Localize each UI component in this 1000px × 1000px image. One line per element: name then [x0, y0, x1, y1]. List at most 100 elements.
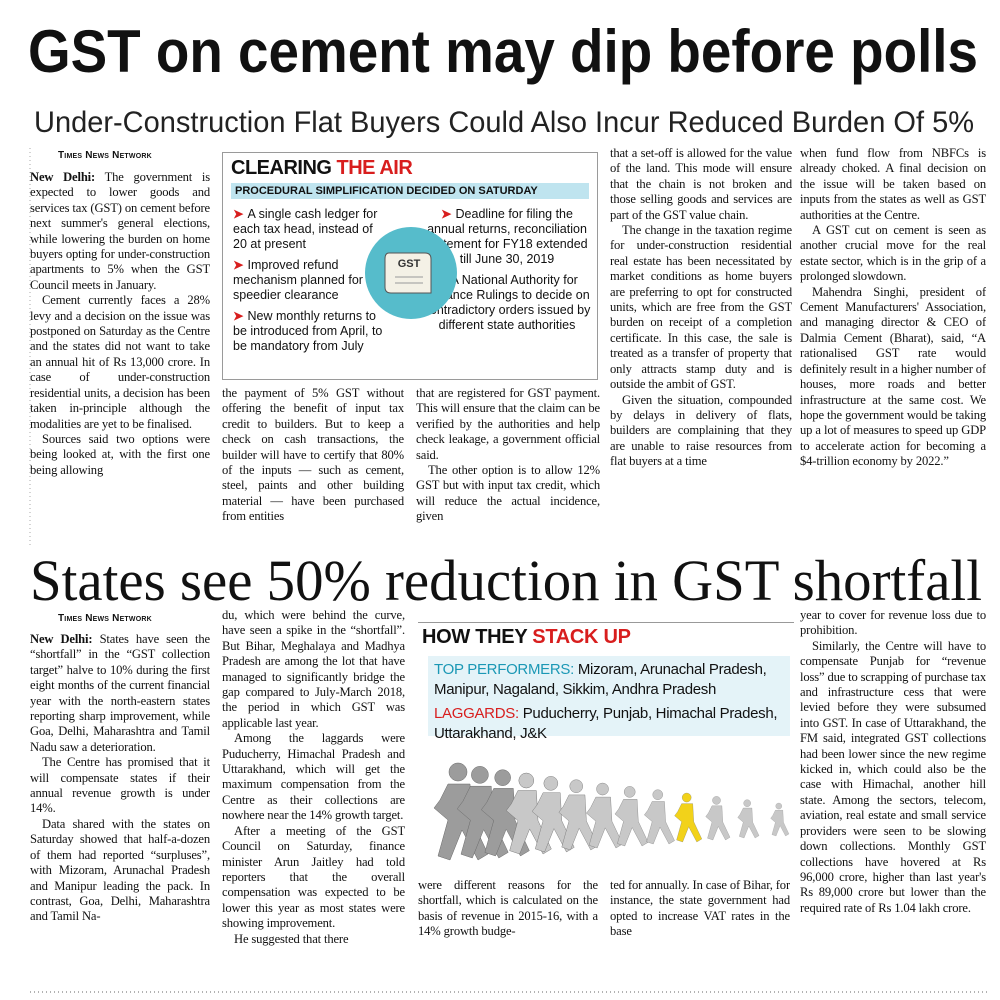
item-text: Improved refund mechanism planned for sp…	[233, 258, 363, 302]
sidebar: HOW THEY STACK UP TOP PERFORMERS: Mizora…	[418, 610, 794, 872]
runner	[674, 792, 703, 843]
runner-head	[494, 769, 511, 786]
text-column: year to cover for revenue loss due to pr…	[800, 608, 986, 978]
paragraph-text: that a set-off is allowed for the value …	[610, 146, 792, 222]
subheadline: Under-Construction Flat Buyers Could Als…	[34, 106, 974, 139]
text-column: when fund flow from NBFCs is already cho…	[800, 146, 986, 542]
runner	[737, 799, 760, 839]
label: TOP PERFORMERS:	[434, 661, 574, 678]
paragraph-text: Data shared with the states on Saturday …	[30, 816, 210, 924]
runner	[586, 782, 623, 849]
paragraph-text: when fund flow from NBFCs is already cho…	[800, 146, 986, 222]
illustration	[433, 762, 790, 861]
byline: Times News Network	[58, 613, 152, 624]
paragraph: Sources said two options were being look…	[30, 432, 210, 478]
runner-head	[448, 762, 468, 782]
paragraph: The change in the taxation regime for un…	[610, 223, 792, 392]
text-column: New Delhi: The government is expected to…	[30, 170, 210, 542]
runner	[614, 786, 649, 847]
runner-body	[674, 803, 703, 843]
paragraph: when fund flow from NBFCs is already cho…	[800, 146, 986, 223]
dateline: New Delhi:	[30, 632, 93, 646]
runner-head	[543, 776, 559, 791]
runner-head	[775, 802, 782, 810]
info-panel: TOP PERFORMERS: Mizoram, Arunachal Prade…	[428, 656, 790, 742]
paragraph: Similarly, the Centre will have to compe…	[800, 639, 986, 916]
headline: States see 50% reduction in GST shortfal…	[30, 548, 982, 613]
bullet: ➤	[441, 207, 452, 221]
paragraph-text: that are registered for GST payment. Thi…	[416, 386, 600, 462]
item-text: New monthly returns to be introduced fro…	[233, 309, 383, 353]
runner-head	[682, 792, 692, 803]
paragraph-text: Given the situation, compounded by delay…	[610, 392, 792, 469]
paragraph: A GST cut on cement is seen as another c…	[800, 223, 986, 285]
paragraph: After a meeting of the GST Council on Sa…	[222, 824, 405, 932]
paragraph-text: Similarly, the Centre will have to compe…	[800, 638, 986, 915]
list-item: ➤ New monthly returns to be introduced fr…	[233, 309, 383, 354]
paragraph-text: States have seen the “shortfall” in the …	[30, 632, 210, 754]
runner	[531, 776, 575, 853]
paragraph: The other option is to allow 12% GST but…	[416, 463, 600, 525]
item-text: Deadline for filing the annual returns, …	[426, 207, 588, 266]
runner	[558, 779, 599, 851]
runner-head	[652, 789, 663, 800]
laggards: LAGGARDS: Puducherry, Punjab, Himachal P…	[434, 704, 784, 744]
item-text: A National Authority for Advance Rulings…	[423, 273, 591, 332]
runner-head	[712, 796, 721, 805]
byline: Times News Network	[58, 150, 152, 161]
paragraph: New Delhi: The government is expected to…	[30, 170, 210, 293]
text-column: that are registered for GST payment. Thi…	[416, 386, 600, 542]
paragraph: the payment of 5% GST without offering t…	[222, 386, 404, 525]
paragraph-text: year to cover for revenue loss due to pr…	[800, 608, 986, 638]
runner-body	[558, 794, 599, 851]
paragraph: Mahendra Singhi, president of Cement Man…	[800, 285, 986, 470]
text-column: New Delhi: States have seen the “shortfa…	[30, 632, 210, 978]
paragraph-text: the payment of 5% GST without offering t…	[222, 386, 404, 524]
text-column: ted for annually. In case of Bihar, for …	[610, 878, 790, 978]
headline: GST on cement may dip before polls	[28, 18, 978, 85]
paragraph: Given the situation, compounded by delay…	[610, 393, 792, 470]
text-column: were different reasons for the shortfall…	[418, 878, 598, 978]
text: Puducherry, Punjab, Himachal Pradesh, Ut…	[434, 705, 778, 742]
paragraph: that a set-off is allowed for the value …	[610, 146, 792, 223]
paragraph-text: Cement currently faces a 28% levy and a …	[30, 293, 210, 431]
icon-label: GST	[398, 258, 421, 270]
runner-head	[518, 772, 535, 789]
bullet: ➤	[233, 258, 244, 272]
title-part: THE AIR	[336, 157, 413, 179]
text-column: du, which were behind the curve, have se…	[222, 608, 405, 978]
paragraph: year to cover for revenue loss due to pr…	[800, 608, 986, 639]
title-part: HOW THEY	[422, 626, 528, 648]
text-column: that a set-off is allowed for the value …	[610, 146, 792, 542]
paragraph-text: were different reasons for the shortfall…	[418, 878, 598, 939]
sidebar: CLEARING THE AIR PROCEDURAL SIMPLIFICATI…	[222, 152, 598, 380]
sidebar-subtitle: PROCEDURAL SIMPLIFICATION DECIDED ON SAT…	[231, 183, 589, 199]
paragraph-text: The government is expected to lower good…	[30, 170, 210, 292]
bullet: ➤	[233, 207, 244, 221]
runner-body	[705, 805, 731, 841]
runner-head	[471, 766, 489, 784]
runner-head	[743, 799, 751, 807]
paragraph: that are registered for GST payment. Thi…	[416, 386, 600, 463]
runner	[705, 796, 731, 841]
runner	[644, 789, 675, 845]
paragraph-text: He suggested that there	[234, 931, 349, 946]
runner-body	[531, 792, 575, 853]
title-part: CLEARING	[231, 157, 332, 179]
runner-body	[644, 801, 675, 845]
runner-head	[624, 786, 636, 798]
list-item: ➤ Improved refund mechanism planned for s…	[233, 258, 383, 303]
paragraph: du, which were behind the curve, have se…	[222, 608, 405, 731]
paragraph: New Delhi: States have seen the “shortfa…	[30, 632, 210, 755]
title-part: STACK UP	[532, 626, 631, 648]
item-text: A single cash ledger for each tax head, …	[233, 207, 378, 251]
paragraph-text: The change in the taxation regime for un…	[610, 223, 792, 392]
paragraph-text: Sources said two options were being look…	[30, 431, 210, 477]
paragraph-text: Mahendra Singhi, president of Cement Man…	[800, 284, 986, 469]
label: LAGGARDS:	[434, 705, 519, 722]
paragraph: Among the laggards were Puducherry, Hima…	[222, 731, 405, 823]
text: Mizoram, Arunachal Pradesh, Manipur, Nag…	[434, 661, 767, 698]
sidebar-title: HOW THEY STACK UP	[418, 622, 794, 651]
paragraph-text: After a meeting of the GST Council on Sa…	[222, 823, 405, 931]
